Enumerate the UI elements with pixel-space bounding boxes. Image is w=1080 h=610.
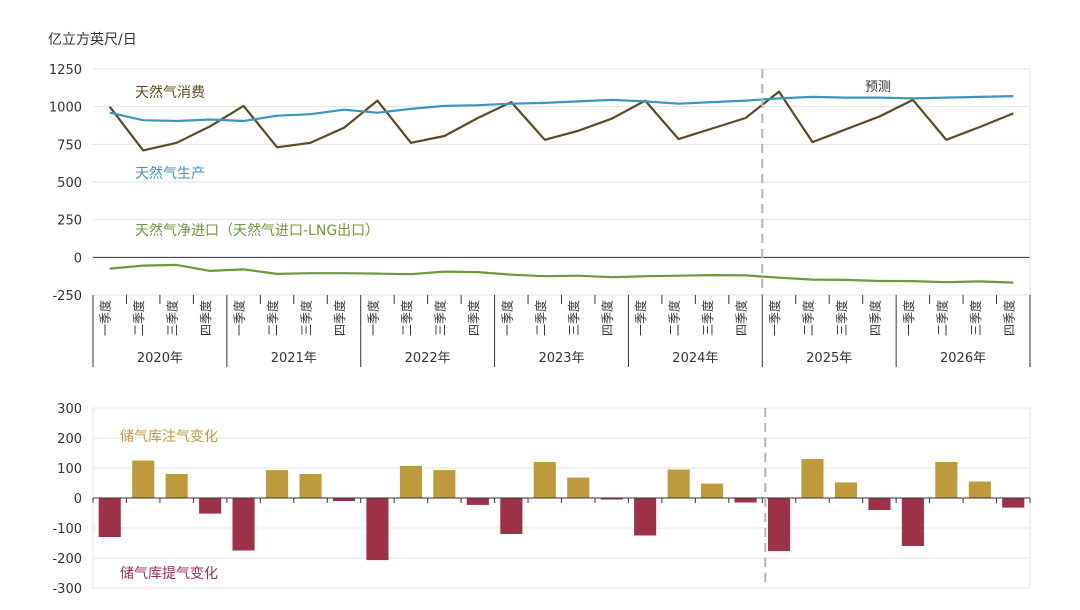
top-y-tick-label: 1000 [49,101,82,116]
storage-panel: -300 -200 -100 0 100 200 300 储气库注气变化 储气库提气变化 [52,402,1031,597]
consumption-line [108,90,1014,152]
withdrawal-bar [199,498,222,514]
quarter-label: 三季度 [165,300,180,336]
forecast-label: 预测 [865,80,891,95]
year-label: 2023年 [538,351,584,366]
top-y-tick-label: 250 [57,214,82,229]
top-y-tick-label: 1250 [49,63,82,78]
top-x-axis: 一季度 二季度 三季度 四季度 一季度 二季度 三季度 四季度 一季度 二季度 三季度 四季度 一季度 二… [92,295,1031,367]
quarter-label: 三季度 [299,300,314,336]
withdrawal-bar [466,498,489,505]
top-y-tick-labels: -250 0 250 500 750 1000 1250 [49,63,82,304]
withdrawal-bar [1002,498,1025,508]
quarter-label: 二季度 [265,300,280,336]
withdrawal-bar [232,498,255,551]
withdrawal-bar [634,498,657,536]
bottom-y-tick-label: -200 [52,552,82,567]
injection-bar [299,474,322,498]
quarter-label: 一季度 [633,300,648,336]
bottom-zero-axis [92,497,1031,503]
y-axis-unit-label: 亿立方英尺/日 [48,31,137,48]
year-label: 2025年 [806,351,852,366]
bottom-y-tick-labels: -300 -200 -100 0 100 200 300 [52,402,82,597]
quarter-label: 四季度 [1001,300,1016,336]
injection-bar [968,481,991,498]
injection-bar [266,470,289,498]
withdrawal-bar [332,498,355,501]
bottom-y-tick-label: -300 [52,582,82,597]
bottom-y-tick-label: 300 [57,402,82,417]
production-line [109,95,1014,123]
injection-bar [834,482,857,498]
series-label-withdrawal: 储气库提气变化 [120,566,218,582]
withdrawal-bar [734,498,757,503]
quarter-label: 二季度 [131,300,146,336]
withdrawal-bar [600,498,623,500]
top-y-tick-label: 0 [74,251,82,266]
injection-bar [667,469,690,498]
injection-bar [935,462,958,498]
injection-bar [433,470,456,498]
quarter-label: 三季度 [432,300,447,336]
year-label: 2022年 [405,351,451,366]
quarter-label: 四季度 [867,300,882,336]
quarter-label: 四季度 [466,300,481,336]
bottom-bars [98,459,1025,561]
bottom-y-tick-label: -100 [52,522,82,537]
supply-demand-panel: 亿立方英尺/日 -250 0 250 500 750 1000 1250 一季度 二季度 三季度… [48,31,1031,367]
quarter-label: 二季度 [801,300,816,336]
quarter-label: 二季度 [934,300,949,336]
injection-bar [801,459,824,498]
year-label: 2024年 [672,351,718,366]
top-y-tick-label: 500 [57,176,82,191]
top-y-tick-label: 750 [57,138,82,153]
withdrawal-bar [500,498,523,534]
injection-bar [399,465,422,498]
injection-bar [165,474,188,498]
year-label: 2021年 [271,351,317,366]
year-label: 2020年 [137,351,183,366]
net-imports-line [109,263,1014,284]
bottom-y-tick-label: 100 [57,462,82,477]
quarter-label: 三季度 [566,300,581,336]
injection-bar [701,483,724,498]
injection-bar [132,460,155,498]
quarter-label: 一季度 [499,300,514,336]
injection-bar [567,477,590,498]
withdrawal-bar [868,498,891,510]
bottom-y-tick-label: 0 [74,492,82,507]
quarter-label: 二季度 [399,300,414,336]
series-label-net-imports: 天然气净进口（天然气进口-LNG出口） [135,222,379,239]
injection-bar [533,462,556,498]
quarter-label: 一季度 [767,300,782,336]
forecast-dividers [761,69,767,588]
quarter-label: 二季度 [533,300,548,336]
quarter-label: 四季度 [198,300,213,336]
top-series-lines [108,90,1014,284]
quarter-label: 一季度 [98,300,113,336]
series-label-consumption: 天然气消费 [135,84,205,101]
quarter-label: 一季度 [365,300,380,336]
quarter-label: 一季度 [901,300,916,336]
quarter-label: 一季度 [232,300,247,336]
quarter-label: 二季度 [667,300,682,336]
series-label-injection: 储气库注气变化 [120,429,218,445]
withdrawal-bar [98,498,121,537]
quarter-label: 四季度 [600,300,615,336]
top-y-tick-label: -250 [52,289,82,304]
quarter-label: 三季度 [968,300,983,336]
quarter-label: 四季度 [734,300,749,336]
bottom-y-tick-label: 200 [57,432,82,447]
series-label-production: 天然气生产 [135,165,205,182]
quarter-label: 四季度 [332,300,347,336]
top-grid [93,68,1031,296]
quarter-label: 三季度 [834,300,849,336]
year-label: 2026年 [940,351,986,366]
quarter-label: 三季度 [700,300,715,336]
withdrawal-bar [901,498,924,546]
withdrawal-bar [768,498,791,552]
withdrawal-bar [366,498,389,561]
